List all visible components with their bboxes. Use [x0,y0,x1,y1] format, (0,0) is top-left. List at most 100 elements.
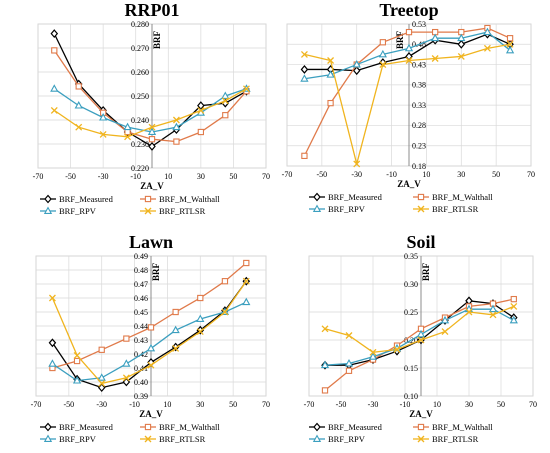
legend-marker [144,207,152,215]
legend-label: BRF_Measured [59,422,114,432]
data-point-BRF_M_Walthall [173,138,180,145]
x-tick-label: 10 [164,172,172,181]
y-tick-label: 0.25 [404,308,418,317]
legend-marker [417,423,425,431]
y-tick-label: 0.15 [404,364,418,373]
data-point-BRF_Measured [352,66,361,76]
x-tick-label: 30 [465,400,473,409]
data-point-BRF_RTLSR [345,332,353,339]
x-tick-label: -50 [64,400,75,409]
data-point-BRF_RPV [352,60,361,68]
legend-entry-BRF_Measured: BRF_Measured [309,192,383,202]
legend-label: BRF_Measured [328,192,383,202]
x-tick-label: 50 [229,400,237,409]
data-point-BRF_RPV [171,325,180,334]
data-point-BRF_RPV [242,297,251,306]
data-point-BRF_RPV [74,101,83,109]
legend-marker [43,206,53,214]
legend-entry-BRF_Measured: BRF_Measured [40,422,114,432]
y-axis-label: BRF [152,30,162,49]
x-tick-label: -50 [65,172,76,181]
x-tick-label: 10 [163,400,171,409]
y-tick-label: 0.23 [412,142,426,151]
data-point-BRF_RTLSR [510,302,518,310]
x-tick-label: -70 [304,400,315,409]
data-point-BRF_Measured [97,383,106,393]
y-tick-label: 0.260 [131,68,149,77]
data-point-BRF_RPV [196,314,205,322]
legend-label: BRF_Measured [59,194,114,204]
data-point-BRF_RTLSR [73,351,81,359]
data-point-BRF_RPV [172,122,181,131]
data-point-BRF_RPV [488,304,498,313]
data-point-BRF_RPV [147,127,157,135]
data-point-BRF_M_Walthall [172,308,179,316]
x-axis-label: ZA_V [409,409,433,419]
legend-entry-BRF_RTLSR: BRF_RTLSR [413,204,479,214]
y-tick-label: 0.44 [134,322,148,331]
y-tick-label: 0.43 [134,336,148,345]
y-tick-label: 0.40 [134,378,148,387]
x-tick-label: 10 [433,400,441,409]
data-point-BRF_RPV [146,343,156,352]
y-tick-label: 0.47 [134,280,148,289]
legend-entry-BRF_RPV: BRF_RPV [40,434,97,444]
data-point-BRF_RPV [97,373,106,381]
y-tick-label: 0.35 [404,252,418,261]
data-point-BRF_RPV [431,33,440,42]
legend-marker [417,205,425,213]
data-point-BRF_M_Walthall [327,99,334,107]
data-point-BRF_RTLSR [122,374,130,382]
y-tick-label: 0.49 [134,252,148,261]
legend-label: BRF_RTLSR [159,206,206,216]
x-tick-label: -50 [317,170,328,179]
legend-label: BRF_M_Walthall [432,192,493,202]
data-point-BRF_RTLSR [147,361,155,369]
data-point-BRF_RPV [326,70,335,78]
data-point-BRF_RTLSR [172,344,180,352]
legend-label: BRF_RPV [59,206,97,216]
data-point-BRF_RTLSR [221,97,229,105]
legend-entry-BRF_RTLSR: BRF_RTLSR [413,434,479,444]
data-point-BRF_RTLSR [457,52,465,60]
data-point-BRF_RTLSR [50,106,58,114]
data-point-BRF_M_Walthall [98,346,105,353]
data-point-BRF_RPV [123,122,132,131]
y-tick-label: 0.30 [404,280,418,289]
x-tick-label: 70 [262,400,270,409]
data-point-BRF_M_Walthall [345,367,353,374]
x-tick-label: -10 [400,400,411,409]
data-point-BRF_RTLSR [441,328,449,336]
data-point-BRF_RPV [300,74,309,82]
chart-rrp01-panel: RRP01 0.220 0.230 0.240 0.250 0.260 0.270 0.280… [33,0,270,216]
legend-entry-BRF_RPV: BRF_RPV [40,206,97,216]
data-point-BRF_RPV [378,49,387,58]
data-point-BRF_M_Walthall [510,295,517,303]
data-point-BRF_RTLSR [197,106,205,114]
data-point-BRF_RPV [509,315,518,324]
data-point-BRF_RPV [457,33,466,42]
y-tick-label: 0.230 [131,140,149,149]
x-tick-label: -70 [31,400,42,409]
x-axis-label: ZA_V [397,179,421,189]
y-tick-label: 0.250 [131,92,149,101]
x-tick-label: 30 [457,170,465,179]
data-point-BRF_RTLSR [489,311,497,319]
y-tick-label: 0.46 [134,294,148,303]
data-point-BRF_RTLSR [369,348,377,356]
legend-marker [417,193,425,201]
y-tick-label: 0.220 [131,164,149,173]
data-point-BRF_M_Walthall [222,112,229,119]
legend-entry-BRF_M_Walthall: BRF_M_Walthall [140,194,220,204]
data-point-BRF_M_Walthall [379,39,387,46]
data-point-BRF_RPV [416,329,426,338]
legend-entry-BRF_M_Walthall: BRF_M_Walthall [413,192,493,202]
data-point-BRF_M_Walthall [73,357,81,365]
data-point-BRF_RTLSR [148,123,156,131]
data-point-BRF_RTLSR [75,123,83,131]
y-tick-label: 0.38 [412,81,426,90]
chart-title: RRP01 [125,0,180,20]
legend-label: BRF_RPV [59,434,97,444]
